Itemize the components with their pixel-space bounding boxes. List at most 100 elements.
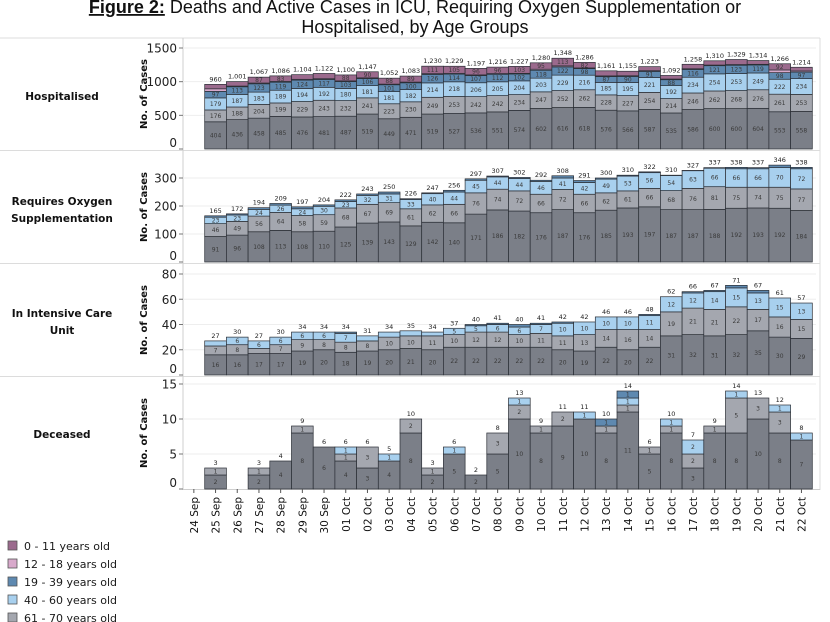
bar-icu: 20 11 10 42 bbox=[551, 313, 574, 376]
bar-segment-label: 234 bbox=[514, 100, 526, 107]
bar-total-label: 7 bbox=[691, 431, 695, 439]
bar-segment-age-0-11 bbox=[312, 73, 336, 80]
bar-segment-age-0-11 bbox=[638, 66, 661, 72]
bar-segment-label: 188 bbox=[232, 110, 244, 117]
bar-segment-label: 1 bbox=[800, 434, 804, 441]
bar-segment-label: 35 bbox=[754, 350, 762, 357]
bar-segment-label: 96 bbox=[472, 69, 480, 76]
bar-segment-age-19-39 bbox=[226, 213, 249, 216]
bar-segment-label: 15 bbox=[798, 326, 806, 333]
bar-icu: 16 7 27 bbox=[204, 332, 227, 376]
bar-segment-age-19-39 bbox=[204, 215, 227, 218]
bar-total-label: 41 bbox=[494, 314, 502, 322]
bar-segment-label: 214 bbox=[427, 87, 439, 94]
bar-segment-age-0-11 bbox=[594, 70, 618, 77]
bar-segment-label: 253 bbox=[449, 102, 461, 109]
bar-hospitalised: 566 227 195 90 1,155 bbox=[616, 62, 640, 150]
bar-segment-label: 6 bbox=[300, 333, 304, 340]
bar-segment-label: 206 bbox=[470, 87, 482, 94]
bar-segment-label: 2 bbox=[561, 416, 565, 423]
bar-total-label: 34 bbox=[320, 323, 328, 331]
bar-total-label: 1,161 bbox=[597, 62, 616, 70]
bar-segment-label: 1 bbox=[517, 399, 521, 406]
bar-total-label: 8 bbox=[799, 424, 803, 432]
bar-segment-age-0-11 bbox=[660, 75, 683, 80]
bar-segment-age-40-60 bbox=[768, 404, 791, 413]
bar-segment-age-61-70 bbox=[247, 348, 271, 354]
bar-segment-label: 95 bbox=[537, 63, 545, 70]
bar-segment-label: 186 bbox=[492, 233, 504, 240]
bar-icu: 22 14 11 48 bbox=[638, 305, 661, 376]
bar-segment-label: 61 bbox=[624, 197, 632, 204]
panel-hospitalised: 0 500 1000 1500 404 176 179 97 960 436 188 187 113 1,… bbox=[146, 42, 816, 150]
bar-segment-label: 527 bbox=[449, 128, 461, 135]
bar-total-label: 10 bbox=[602, 410, 610, 418]
bar-segment-label: 616 bbox=[557, 125, 569, 132]
bar-segment-label: 254 bbox=[644, 98, 656, 105]
bar-segment-age-19-39 bbox=[443, 189, 466, 193]
bar-segment-label: 105 bbox=[449, 67, 461, 74]
bar-total-label: 308 bbox=[557, 167, 569, 175]
bar-segment-label: 243 bbox=[318, 106, 330, 113]
legend-label: 40 - 60 years old bbox=[24, 594, 117, 607]
bar-total-label: 10 bbox=[407, 410, 415, 418]
bar-segment-label: 262 bbox=[709, 97, 721, 104]
bar-segment-age-40-60 bbox=[377, 331, 401, 338]
bar-segment-label: 404 bbox=[210, 132, 222, 139]
bar-segment-label: 23 bbox=[233, 215, 241, 222]
bar-icu: 19 9 6 34 bbox=[291, 323, 314, 376]
bar-segment-label: 77 bbox=[798, 197, 806, 204]
bar-total-label: 337 bbox=[752, 159, 764, 167]
bar-segment-label: 6 bbox=[257, 342, 261, 349]
x-tick-label: 08 Oct bbox=[493, 497, 505, 532]
bar-segment-label: 32 bbox=[689, 352, 697, 359]
bar-total-label: 204 bbox=[318, 196, 330, 204]
figure-title-text: Deaths and Active Cases in ICU, Requirin… bbox=[165, 0, 741, 17]
bar-total-label: 1,280 bbox=[532, 54, 551, 62]
bar-segment-label: 6 bbox=[322, 465, 326, 472]
bar-icu: 32 22 15 71 bbox=[725, 276, 748, 376]
bar-oxygen: 187 68 54 310 bbox=[660, 166, 683, 263]
bar-total-label: 226 bbox=[405, 190, 417, 198]
bar-total-label: 250 bbox=[383, 183, 395, 191]
bar-icu: 31 19 12 62 bbox=[660, 288, 683, 376]
bar-segment-label: 566 bbox=[622, 127, 634, 134]
bar-segment-label: 11 bbox=[429, 340, 437, 347]
bar-segment-age-19-39 bbox=[529, 179, 553, 182]
legend-item-age-40-60: 40 - 60 years old bbox=[7, 594, 117, 607]
bar-segment-label: 176 bbox=[579, 234, 591, 241]
bar-segment-age-40-60 bbox=[660, 418, 683, 427]
x-tick-label: 01 Oct bbox=[341, 497, 353, 532]
bar-segment-age-19-39 bbox=[334, 199, 357, 202]
bar-segment-label: 13 bbox=[798, 308, 806, 315]
bar-total-label: 1,086 bbox=[271, 67, 290, 75]
bar-deceased: 2 1 3 bbox=[204, 459, 227, 490]
bar-segment-label: 449 bbox=[383, 131, 395, 138]
bar-segment-label: 176 bbox=[210, 113, 222, 120]
bar-segment-label: 6 bbox=[235, 338, 239, 345]
y-axis-title-icu: No. of Cases bbox=[139, 285, 150, 355]
x-axis: 24 Sep 25 Sep 26 Sep 27 Sep 28 Sep 29 Sep 30 S… bbox=[189, 489, 808, 534]
bar-deceased: 10 2 1 13 bbox=[508, 389, 531, 490]
legend-item-age-19-39: 19 - 39 years old bbox=[7, 576, 117, 589]
x-tick-label: 10 Oct bbox=[536, 497, 548, 532]
bar-hospitalised: 436 188 187 113 1,001 bbox=[226, 73, 249, 150]
bar-segment-label: 142 bbox=[427, 239, 439, 246]
bar-total-label: 14 bbox=[624, 382, 632, 390]
bar-oxygen: 176 66 42 291 bbox=[573, 172, 596, 263]
bar-segment-label: 58 bbox=[299, 221, 307, 228]
bar-deceased: 8 1 9 bbox=[529, 417, 553, 490]
x-tick-label: 24 Sep bbox=[189, 497, 201, 534]
bar-segment-label: 123 bbox=[731, 66, 743, 73]
bar-total-label: 1,223 bbox=[640, 58, 659, 66]
bar-segment-label: 230 bbox=[405, 107, 417, 114]
x-tick-label: 30 Sep bbox=[319, 497, 331, 534]
bar-segment-label: 232 bbox=[340, 105, 352, 112]
bar-segment-label: 11 bbox=[559, 340, 567, 347]
bar-icu: 31 21 14 67 bbox=[703, 281, 726, 376]
bar-segment-label: 10 bbox=[602, 320, 610, 327]
bar-segment-label: 181 bbox=[362, 89, 374, 96]
bar-segment-label: 19 bbox=[299, 360, 307, 367]
bar-total-label: 4 bbox=[279, 452, 283, 460]
